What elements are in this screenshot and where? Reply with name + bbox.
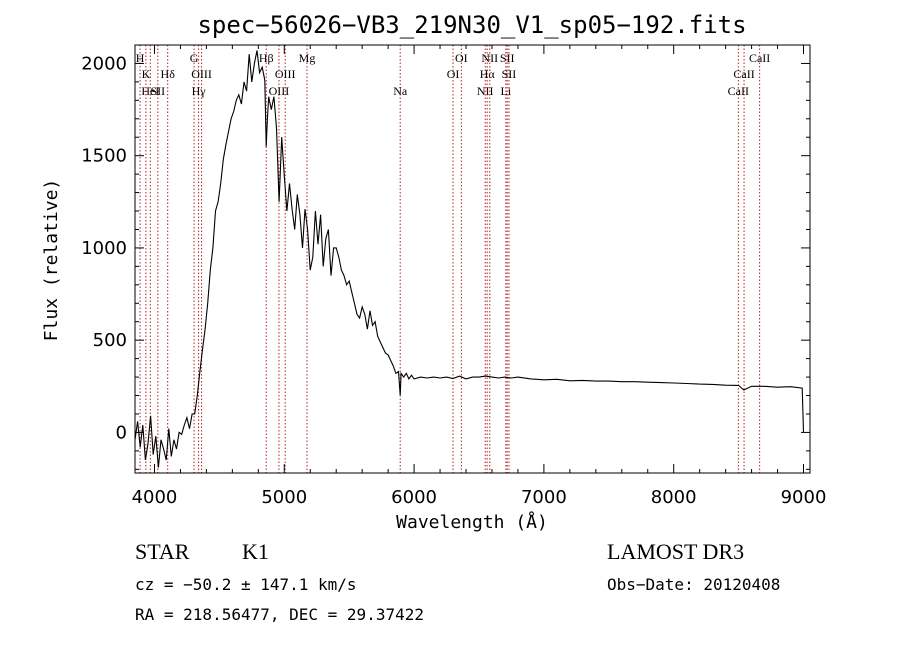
- line-label: Mg: [299, 51, 316, 65]
- line-label: Li: [501, 84, 512, 98]
- line-label: OI: [455, 51, 468, 65]
- x-tick-label: 7000: [521, 487, 567, 508]
- line-label: SII: [500, 51, 515, 65]
- line-label: SII: [151, 84, 166, 98]
- line-label: Hγ: [192, 84, 207, 98]
- y-tick-label: 0: [116, 422, 127, 443]
- line-label: OIII: [275, 67, 296, 81]
- x-tick-label: 4000: [132, 487, 178, 508]
- survey-name: LAMOST DR3: [607, 539, 744, 564]
- line-label: K: [142, 67, 151, 81]
- line-label: SII: [502, 67, 517, 81]
- obs-date: Obs−Date: 20120408: [607, 575, 780, 594]
- line-markers: HKHeISIIHδGHγOIIIHβOIIIOIIIMgNaOIOINIIHα…: [136, 45, 770, 473]
- line-label: Hδ: [161, 67, 176, 81]
- plot-frame: [134, 44, 811, 474]
- x-tick-label: 8000: [651, 487, 697, 508]
- x-axis-label: Wavelength (Å): [396, 511, 548, 533]
- line-label: OIII: [191, 67, 212, 81]
- line-label: CaII: [749, 51, 770, 65]
- line-label: G: [190, 51, 199, 65]
- line-label: H: [136, 51, 145, 65]
- x-tick-label: 5000: [261, 487, 307, 508]
- x-axis: 4000 5000 6000 7000 8000 9000: [132, 45, 827, 508]
- line-label: NII: [481, 51, 498, 65]
- line-label: Hα: [480, 67, 496, 81]
- x-tick-label: 6000: [391, 487, 437, 508]
- coordinates-text: RA = 218.56477, DEC = 29.37422: [135, 605, 424, 624]
- x-tick-label: 9000: [781, 487, 827, 508]
- line-label: NII: [477, 84, 494, 98]
- y-axis-label: Flux (relative): [41, 179, 62, 342]
- line-label: HeI: [141, 84, 159, 98]
- line-label: Na: [393, 84, 408, 98]
- chart-title: spec−56026−VB3_219N30_V1_sp05−192.fits: [197, 11, 746, 39]
- line-label: CaII: [728, 84, 749, 98]
- y-tick-label: 1500: [81, 146, 127, 167]
- y-tick-label: 1000: [81, 238, 127, 259]
- object-class: STAR: [135, 539, 190, 564]
- y-tick-label: 2000: [81, 53, 127, 74]
- line-label: Hβ: [259, 51, 274, 65]
- line-label: OI: [447, 67, 460, 81]
- y-tick-label: 500: [93, 330, 127, 351]
- object-subclass: K1: [242, 539, 269, 564]
- redshift-text: cz = −50.2 ± 147.1 km/s: [135, 575, 357, 594]
- spectrum-line: [134, 50, 805, 468]
- line-label: CaII: [733, 67, 754, 81]
- line-label: OIII: [269, 84, 290, 98]
- y-axis: 0 500 1000 1500 2000: [81, 44, 810, 470]
